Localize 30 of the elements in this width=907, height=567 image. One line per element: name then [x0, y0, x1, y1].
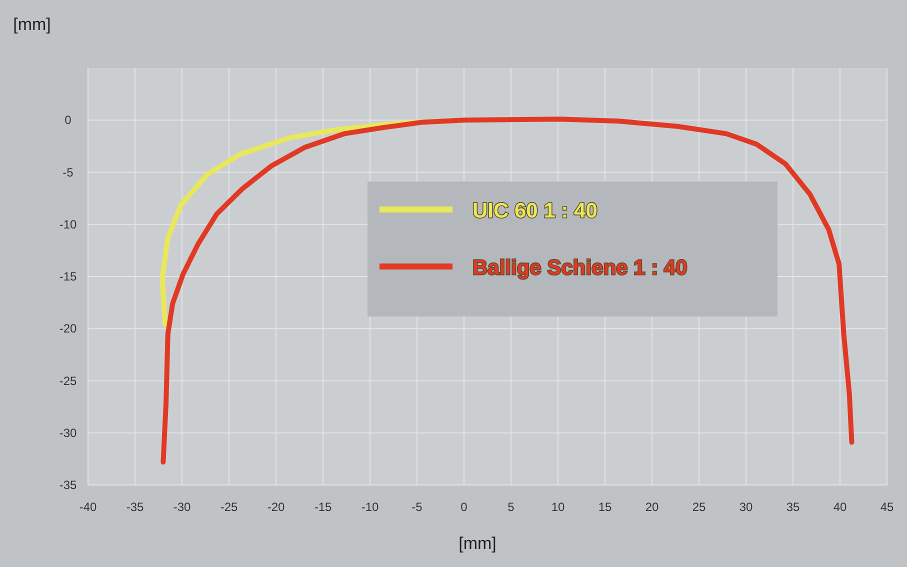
y-tick-label: -5 [62, 165, 74, 180]
y-tick-label: 0 [64, 113, 72, 128]
x-tick-label: -10 [361, 500, 379, 514]
x-tick-label: 25 [692, 500, 706, 514]
y-tick-label: -35 [59, 478, 77, 492]
x-tick-label: 5 [508, 500, 515, 514]
y-tick-label: -30 [59, 426, 77, 440]
y-axis-title: [mm] [13, 15, 51, 34]
y-tick-label: -10 [59, 217, 77, 232]
x-tick-label: -5 [412, 500, 423, 514]
legend-label: UIC 60 1 : 40 [472, 200, 598, 222]
y-tick-label: -15 [59, 270, 77, 284]
x-tick-label: 40 [833, 500, 847, 514]
x-tick-label: 35 [786, 500, 800, 514]
x-tick-label: -30 [173, 500, 191, 514]
y-tick-label: -20 [59, 322, 77, 336]
x-tick-label: 10 [551, 500, 565, 514]
x-tick-label: -35 [126, 500, 144, 514]
x-tick-label: -40 [79, 500, 97, 514]
x-tick-label: 20 [645, 500, 659, 514]
x-tick-label: 0 [460, 500, 468, 514]
x-tick-label: 30 [739, 500, 753, 514]
x-tick-label: 15 [598, 500, 612, 514]
y-tick-label: -25 [59, 374, 77, 388]
x-tick-label: 45 [880, 500, 894, 514]
x-axis-title: [mm] [458, 534, 496, 553]
legend-label: Ballige Schiene 1 : 40 [472, 256, 688, 280]
x-tick-label: -25 [220, 500, 238, 514]
x-tick-label: -15 [314, 500, 332, 514]
x-tick-label: -20 [267, 500, 285, 514]
